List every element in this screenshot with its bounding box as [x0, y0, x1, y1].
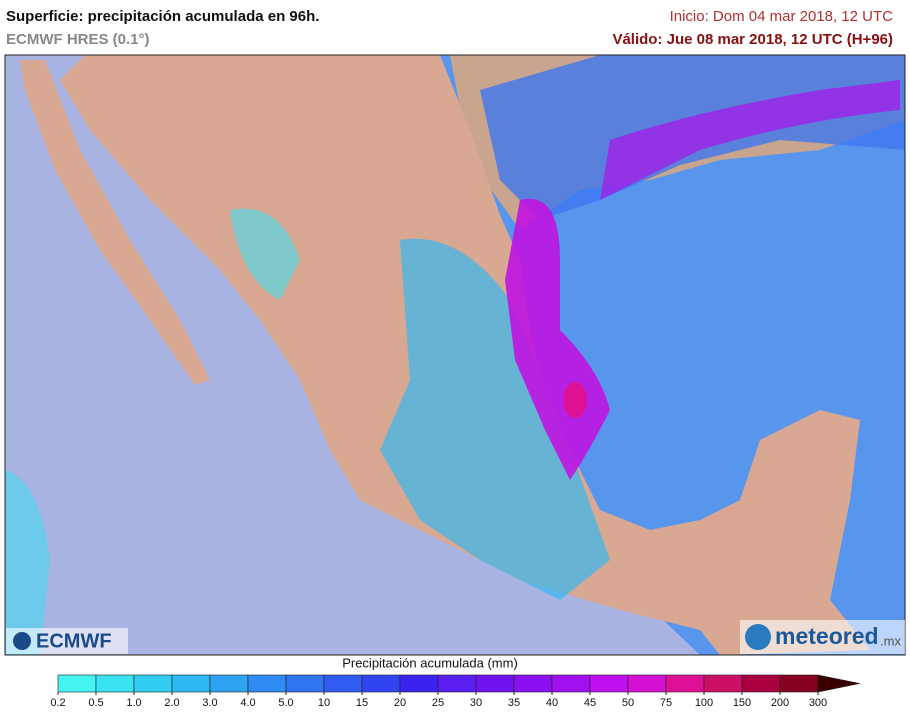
colorbar-bin — [323, 674, 363, 693]
colorbar-bin — [247, 674, 287, 693]
colorbar-bin — [361, 674, 401, 693]
valid-time: Válido: Jue 08 mar 2018, 12 UTC (H+96) — [612, 31, 893, 48]
colorbar-bin — [133, 674, 173, 693]
colorbar-bin — [627, 674, 667, 693]
colorbar-label: Precipitación acumulada (mm) — [342, 655, 518, 670]
colorbar-tick-label: 35 — [508, 697, 520, 709]
colorbar-bin — [589, 674, 629, 693]
colorbar-bin — [57, 674, 97, 693]
colorbar-bin — [513, 674, 553, 693]
colorbar-extend — [817, 674, 861, 693]
colorbar-bin — [399, 674, 439, 693]
colorbar-bin — [171, 674, 211, 693]
colorbar-tick-label: 10 — [318, 697, 330, 709]
colorbar-tick-label: 0.5 — [88, 697, 103, 709]
colorbar-tick-label: 30 — [470, 697, 482, 709]
colorbar-bin — [437, 674, 477, 693]
colorbar-tick-label: 3.0 — [202, 697, 217, 709]
colorbar-tick-label: 1.0 — [126, 697, 141, 709]
colorbar-tick-label: 75 — [660, 697, 672, 709]
colorbar-tick-label: 200 — [771, 697, 789, 709]
colorbar-tick-label: 40 — [546, 697, 558, 709]
start-time: Inicio: Dom 04 mar 2018, 12 UTC — [670, 8, 894, 25]
colorbar-bin — [779, 674, 819, 693]
title: Superficie: precipitación acumulada en 9… — [6, 8, 319, 25]
logo-text: ECMWF — [36, 630, 112, 652]
colorbar-tick-label: 5.0 — [278, 697, 293, 709]
colorbar-bin — [703, 674, 743, 693]
colorbar-tick-label: 50 — [622, 697, 634, 709]
colorbar-tick-label: 4.0 — [240, 697, 255, 709]
colorbar-bin — [665, 674, 705, 693]
logo-suffix: .mx — [880, 633, 901, 648]
colorbar-tick-label: 0.2 — [50, 697, 65, 709]
meteored-logo: meteored .mx — [740, 620, 905, 654]
colorbar-bin — [551, 674, 591, 693]
colorbar-tick-label: 150 — [733, 697, 751, 709]
map — [4, 54, 906, 656]
colorbar-bin — [475, 674, 515, 693]
colorbar-tick-label: 25 — [432, 697, 444, 709]
colorbar-bin — [209, 674, 249, 693]
colorbar-tick-label: 300 — [809, 697, 827, 709]
colorbar-bin — [741, 674, 781, 693]
colorbar-bin — [95, 674, 135, 693]
colorbar-tick-label: 15 — [356, 697, 368, 709]
colorbar-tick-label: 20 — [394, 697, 406, 709]
subtitle: ECMWF HRES (0.1°) — [6, 31, 150, 48]
colorbar-tick-label: 100 — [695, 697, 713, 709]
colorbar: 0.2 0.5 1.0 2.0 3.0 4.0 5.0 10 15 20 25 30 35 40 45 50 7… — [50, 674, 861, 709]
logo-text: meteored — [775, 623, 879, 649]
colorbar-tick-label: 45 — [584, 697, 596, 709]
colorbar-tick-label: 2.0 — [164, 697, 179, 709]
ecmwf-logo: ECMWF — [6, 628, 128, 654]
colorbar-bin — [285, 674, 325, 693]
